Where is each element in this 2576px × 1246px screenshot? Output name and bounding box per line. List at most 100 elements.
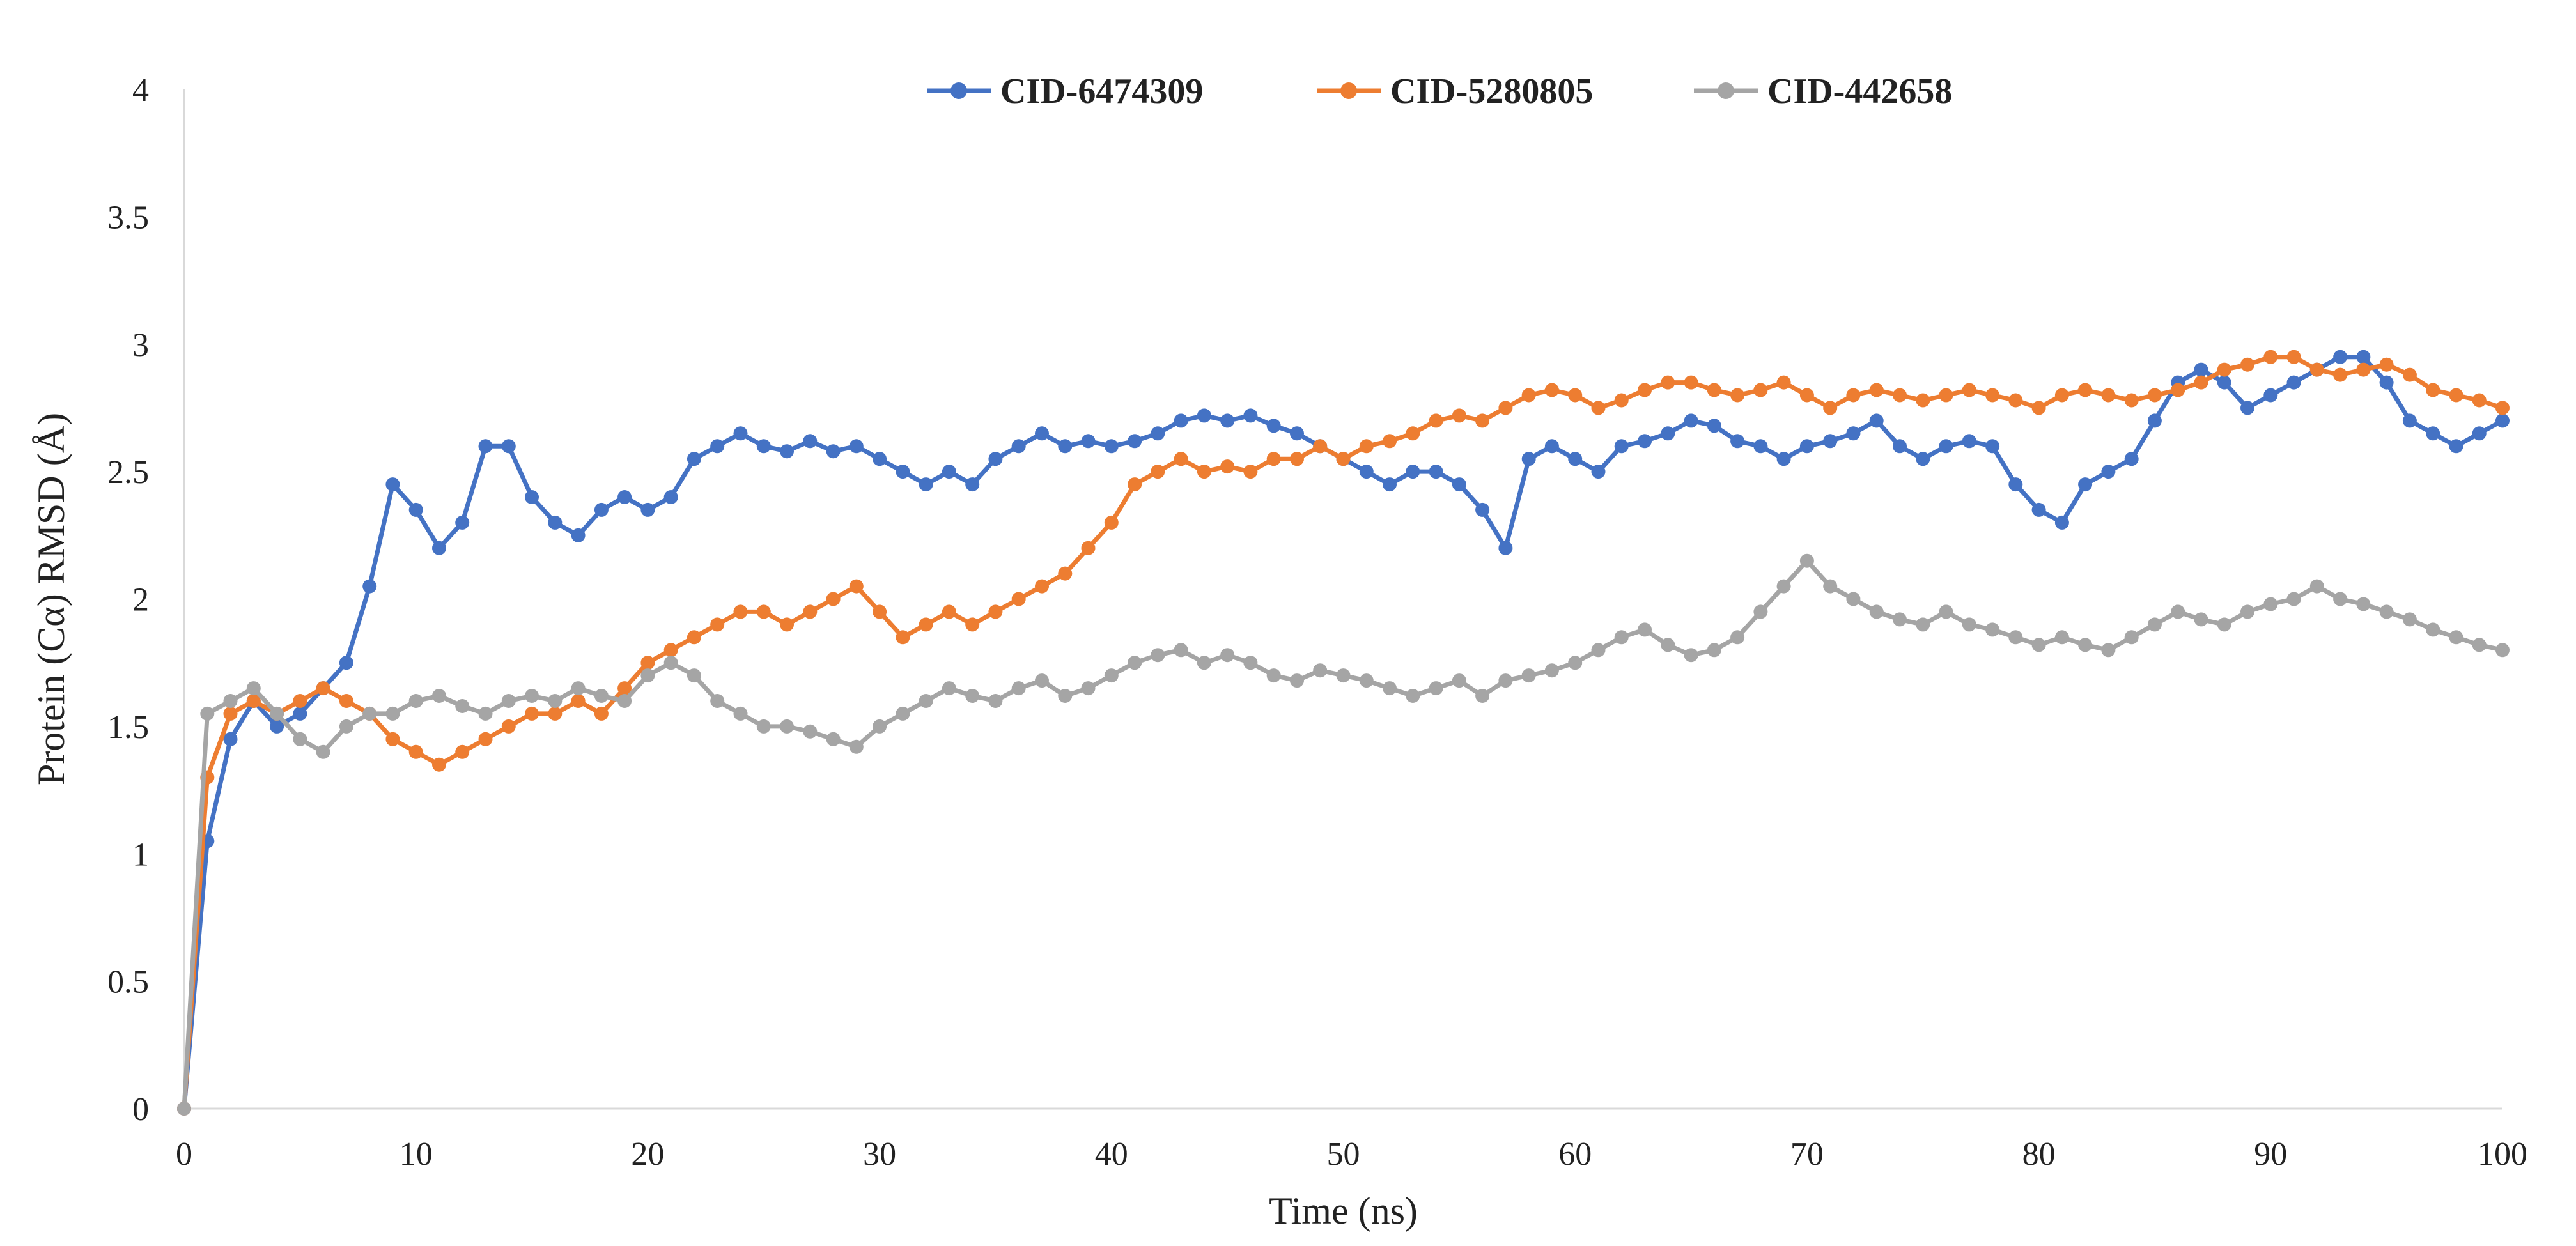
data-point bbox=[1521, 668, 1536, 683]
data-point bbox=[2031, 401, 2046, 415]
data-point bbox=[1151, 648, 1165, 663]
data-point bbox=[455, 699, 470, 713]
data-point bbox=[1730, 388, 1745, 403]
data-point bbox=[2124, 393, 2139, 408]
data-point bbox=[1128, 656, 1142, 670]
x-axis-title: Time (ns) bbox=[1269, 1190, 1418, 1232]
data-point bbox=[756, 439, 771, 454]
data-point bbox=[1823, 401, 1838, 415]
data-point bbox=[548, 694, 563, 708]
data-point bbox=[1707, 383, 1721, 397]
legend-item: CID-5280805 bbox=[1317, 72, 1593, 111]
data-point bbox=[1359, 673, 1374, 688]
data-point bbox=[1266, 452, 1281, 466]
data-point bbox=[2495, 413, 2510, 428]
y-tick-label: 2 bbox=[132, 582, 149, 619]
data-point bbox=[733, 706, 748, 721]
data-point bbox=[2147, 388, 2162, 403]
data-point bbox=[2101, 465, 2116, 479]
data-point bbox=[1243, 408, 1258, 423]
data-point bbox=[2078, 383, 2093, 397]
data-point bbox=[1197, 408, 1211, 423]
data-point bbox=[896, 630, 910, 645]
data-point bbox=[2008, 630, 2023, 645]
data-point bbox=[1730, 434, 1745, 449]
data-point bbox=[1939, 604, 1953, 619]
data-point bbox=[1591, 401, 1606, 415]
data-point bbox=[942, 681, 956, 696]
x-tick-label: 20 bbox=[631, 1136, 664, 1173]
data-point bbox=[1151, 426, 1165, 441]
y-tick-label: 0 bbox=[132, 1091, 149, 1128]
data-point bbox=[1383, 477, 1397, 492]
data-point bbox=[803, 434, 818, 449]
data-point bbox=[1429, 465, 1443, 479]
data-point bbox=[1893, 612, 1907, 627]
data-point bbox=[432, 541, 446, 555]
data-point bbox=[362, 579, 377, 594]
data-point bbox=[2426, 426, 2440, 441]
data-point bbox=[2286, 375, 2301, 390]
legend-label: CID-442658 bbox=[1767, 72, 1952, 111]
data-point bbox=[1406, 426, 1420, 441]
data-point bbox=[1916, 452, 1930, 466]
data-point bbox=[1893, 439, 1907, 454]
data-point bbox=[1197, 465, 1211, 479]
data-point bbox=[1985, 388, 2000, 403]
data-point bbox=[2449, 439, 2463, 454]
data-point bbox=[1638, 622, 1652, 637]
data-point bbox=[1174, 452, 1188, 466]
data-point bbox=[756, 604, 771, 619]
data-point bbox=[640, 668, 655, 683]
data-point bbox=[1290, 452, 1304, 466]
data-point bbox=[988, 604, 1003, 619]
data-point bbox=[2333, 367, 2348, 382]
x-tick-label: 80 bbox=[2022, 1136, 2056, 1173]
data-point bbox=[1197, 656, 1211, 670]
data-point bbox=[710, 439, 725, 454]
data-point bbox=[2402, 612, 2417, 627]
data-point bbox=[1313, 663, 1328, 678]
data-point bbox=[594, 502, 609, 517]
data-point bbox=[1035, 579, 1049, 594]
data-point bbox=[223, 732, 238, 746]
x-tick-label: 70 bbox=[1790, 1136, 1824, 1173]
series-CID-442658 bbox=[177, 553, 2510, 1116]
data-point bbox=[1220, 459, 1235, 474]
y-tick-label: 4 bbox=[132, 72, 149, 109]
data-point bbox=[2008, 393, 2023, 408]
data-point bbox=[270, 706, 284, 721]
data-point bbox=[2263, 388, 2278, 403]
data-point bbox=[1985, 439, 2000, 454]
data-point bbox=[200, 706, 215, 721]
data-point bbox=[2426, 622, 2440, 637]
data-point bbox=[571, 681, 586, 696]
data-point bbox=[942, 604, 956, 619]
data-point bbox=[1498, 673, 1513, 688]
data-point bbox=[1174, 643, 1188, 658]
data-point bbox=[1429, 413, 1443, 428]
data-point bbox=[2495, 643, 2510, 658]
data-point bbox=[896, 706, 910, 721]
data-point bbox=[873, 452, 887, 466]
data-point bbox=[1591, 465, 1606, 479]
data-point bbox=[2078, 638, 2093, 652]
data-point bbox=[1452, 408, 1466, 423]
data-point bbox=[2402, 413, 2417, 428]
data-point bbox=[1684, 375, 1698, 390]
data-point bbox=[525, 706, 539, 721]
data-point bbox=[1962, 383, 1976, 397]
data-point bbox=[1638, 434, 1652, 449]
data-point bbox=[1058, 566, 1073, 581]
data-point bbox=[2147, 413, 2162, 428]
data-point bbox=[2263, 350, 2278, 364]
data-point bbox=[408, 694, 423, 708]
data-point bbox=[2286, 592, 2301, 606]
data-point bbox=[270, 719, 284, 734]
data-point bbox=[2078, 477, 2093, 492]
data-point bbox=[2356, 350, 2371, 364]
data-point bbox=[1220, 648, 1235, 663]
data-point bbox=[2031, 502, 2046, 517]
data-point bbox=[1614, 393, 1629, 408]
